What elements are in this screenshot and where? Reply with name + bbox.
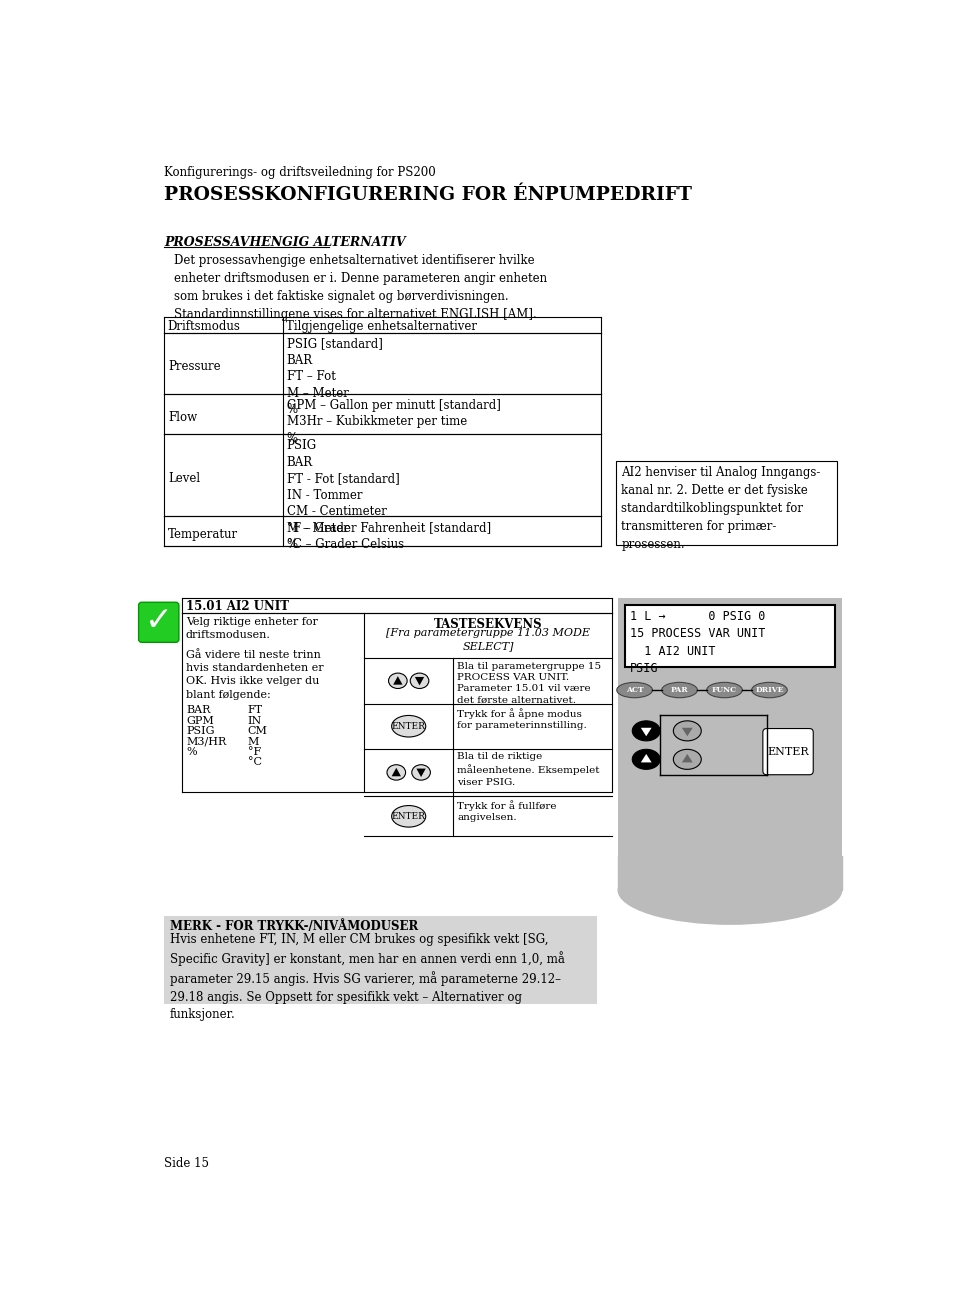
Polygon shape xyxy=(392,768,401,777)
Text: 15.01 AI2 UNIT: 15.01 AI2 UNIT xyxy=(186,600,289,613)
Text: FT: FT xyxy=(248,706,263,715)
Polygon shape xyxy=(417,769,425,777)
Text: °C: °C xyxy=(248,757,262,768)
Bar xyxy=(617,597,842,855)
Text: Trykk for å åpne modus
for parameterinnstilling.: Trykk for å åpne modus for parameterinns… xyxy=(457,707,587,730)
Ellipse shape xyxy=(389,673,407,689)
Text: Bla til parametergruppe 15
PROCESS VAR UNIT.
Parameter 15.01 vil være
det første: Bla til parametergruppe 15 PROCESS VAR U… xyxy=(457,662,601,705)
Text: IN: IN xyxy=(248,715,262,726)
Ellipse shape xyxy=(616,683,653,698)
Text: TASTESEKVENS: TASTESEKVENS xyxy=(434,617,542,630)
Ellipse shape xyxy=(412,765,430,781)
Text: PSIG
BAR
FT - Fot [standard]
IN - Tommer
CM - Centimeter
M – Meter
%: PSIG BAR FT - Fot [standard] IN - Tommer… xyxy=(287,439,399,552)
Ellipse shape xyxy=(752,683,787,698)
Text: Trykk for å fullføre
angivelsen.: Trykk for å fullføre angivelsen. xyxy=(457,800,557,823)
FancyBboxPatch shape xyxy=(138,603,179,642)
Text: M3/HR: M3/HR xyxy=(186,736,227,747)
Polygon shape xyxy=(682,728,693,736)
Text: Side 15: Side 15 xyxy=(164,1157,209,1170)
Text: Level: Level xyxy=(168,472,201,485)
Text: ENTER: ENTER xyxy=(767,747,809,757)
Polygon shape xyxy=(415,677,424,685)
Ellipse shape xyxy=(387,765,405,781)
Text: °F: °F xyxy=(248,747,261,757)
FancyBboxPatch shape xyxy=(763,728,813,774)
Bar xyxy=(625,605,834,667)
Text: ENTER: ENTER xyxy=(392,812,425,821)
Polygon shape xyxy=(394,676,402,685)
Bar xyxy=(164,916,596,1005)
Ellipse shape xyxy=(661,683,697,698)
Text: Bla til de riktige
måleenhetene. Eksempelet
viser PSIG.: Bla til de riktige måleenhetene. Eksempe… xyxy=(457,752,600,787)
Text: Flow: Flow xyxy=(168,411,197,423)
Text: GPM – Gallon per minutt [standard]
M3Hr – Kubikkmeter per time
%: GPM – Gallon per minutt [standard] M3Hr … xyxy=(287,398,500,444)
Text: Konfigurerings- og driftsveiledning for PS200: Konfigurerings- og driftsveiledning for … xyxy=(164,166,436,179)
Text: [Fra parametergruppe 11.03 MODE
SELECT]: [Fra parametergruppe 11.03 MODE SELECT] xyxy=(386,629,590,651)
Ellipse shape xyxy=(617,855,842,925)
Text: M: M xyxy=(248,736,259,747)
Text: PROSESSAVHENGIG ALTERNATIV: PROSESSAVHENGIG ALTERNATIV xyxy=(164,236,406,249)
Ellipse shape xyxy=(707,683,742,698)
Text: Gå videre til neste trinn
hvis standardenheten er
OK. Hvis ikke velger du
blant : Gå videre til neste trinn hvis standarde… xyxy=(186,650,324,700)
Text: 1 L →      0 PSIG 0
15 PROCESS VAR UNIT
  1 AI2 UNIT
PSIG: 1 L → 0 PSIG 0 15 PROCESS VAR UNIT 1 AI2… xyxy=(630,610,765,676)
Text: PSIG [standard]
BAR
FT – Fot
M – Meter
%: PSIG [standard] BAR FT – Fot M – Meter % xyxy=(287,338,382,417)
Polygon shape xyxy=(682,755,693,762)
Text: Temperatur: Temperatur xyxy=(168,528,238,541)
Text: FUNC: FUNC xyxy=(712,686,737,694)
Text: CM: CM xyxy=(248,726,268,736)
Text: Det prosessavhengige enhetsalternativet identifiserer hvilke
enheter driftsmodus: Det prosessavhengige enhetsalternativet … xyxy=(175,254,547,321)
Ellipse shape xyxy=(392,806,425,827)
Text: PROSESSKONFIGURERING FOR ÉNPUMPEDRIFT: PROSESSKONFIGURERING FOR ÉNPUMPEDRIFT xyxy=(164,186,692,204)
Text: Hvis enhetene FT, IN, M eller CM brukes og spesifikk vekt [SG,
Specific Gravity]: Hvis enhetene FT, IN, M eller CM brukes … xyxy=(170,933,564,1020)
Text: AI2 henviser til Analog Inngangs-
kanal nr. 2. Dette er det fysiske
standardtilk: AI2 henviser til Analog Inngangs- kanal … xyxy=(621,466,821,552)
Polygon shape xyxy=(641,728,652,736)
Text: ENTER: ENTER xyxy=(392,722,425,731)
Polygon shape xyxy=(641,755,652,762)
Text: GPM: GPM xyxy=(186,715,214,726)
Ellipse shape xyxy=(410,673,429,689)
Text: PAR: PAR xyxy=(671,686,688,694)
Ellipse shape xyxy=(673,749,701,769)
Text: ACT: ACT xyxy=(626,686,643,694)
Text: ✓: ✓ xyxy=(145,604,173,637)
Text: Pressure: Pressure xyxy=(168,360,221,373)
Text: DRIVE: DRIVE xyxy=(756,686,783,694)
Text: MERK - FOR TRYKK-/NIVÅMODUSER: MERK - FOR TRYKK-/NIVÅMODUSER xyxy=(170,920,418,933)
Text: °F – Grader Fahrenheit [standard]
°C – Grader Celsius: °F – Grader Fahrenheit [standard] °C – G… xyxy=(287,521,491,550)
Ellipse shape xyxy=(633,721,660,741)
Ellipse shape xyxy=(673,721,701,741)
Ellipse shape xyxy=(633,749,660,769)
Text: Driftsmodus: Driftsmodus xyxy=(167,320,240,333)
Text: PSIG: PSIG xyxy=(186,726,215,736)
Ellipse shape xyxy=(392,715,425,738)
Text: Velg riktige enheter for
driftsmodusen.: Velg riktige enheter for driftsmodusen. xyxy=(186,617,318,641)
Text: %: % xyxy=(186,747,197,757)
Text: BAR: BAR xyxy=(186,706,211,715)
Text: Tilgjengelige enhetsalternativer: Tilgjengelige enhetsalternativer xyxy=(286,320,477,333)
Bar xyxy=(616,461,837,545)
